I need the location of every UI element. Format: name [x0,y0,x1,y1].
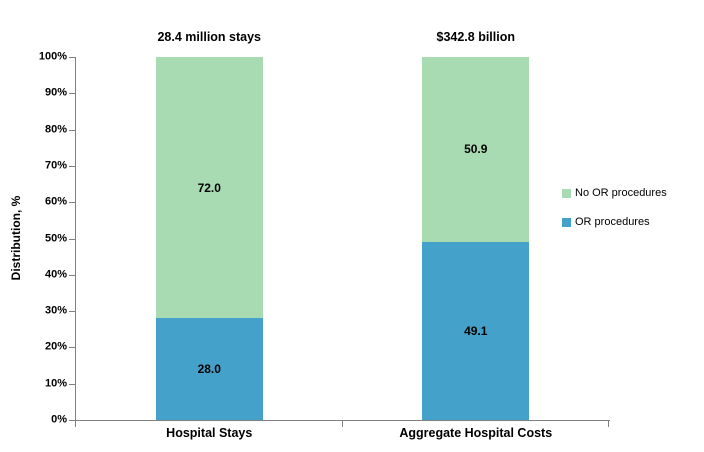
y-tick-label: 0% [51,413,67,426]
legend-item: OR procedures [562,214,667,230]
y-tick-label: 40% [44,268,67,281]
bar-segment-or-procedures: 49.1 [422,241,530,420]
bar-column: 28.4 million stays 28.0 72.0 Hospital Stays [155,30,263,440]
y-tick-label: 10% [44,377,67,390]
bar-segment-no-or-procedures: 50.9 [422,57,530,242]
bar-segment-or-procedures: 28.0 [155,318,263,420]
y-tick-label: 90% [44,86,67,99]
y-tick-mark [69,274,75,276]
legend-swatch [562,217,571,227]
bar-value-label: 72.0 [197,180,221,195]
x-axis-tick [341,421,343,427]
y-tick-label: 30% [44,304,67,317]
y-tick-mark [69,129,75,131]
y-tick-mark [69,202,75,204]
legend-label: No OR procedures [575,187,667,199]
bar-value-label: 49.1 [464,323,488,338]
bar-annotation: 28.4 million stays [157,30,262,44]
y-tick-mark [69,383,75,385]
y-tick-mark [69,347,75,349]
y-tick-mark [69,165,75,167]
y-tick-label: 70% [44,159,67,172]
bar-annotation: $342.8 billion [436,30,516,44]
bar-value-label: 28.0 [197,362,221,377]
x-axis-tick [608,421,609,427]
y-tick-mark [69,57,75,58]
y-tick-label: 80% [44,123,67,136]
y-tick-label: 100% [38,50,67,63]
legend: No OR procedures OR procedures [562,185,667,243]
x-category-label: Aggregate Hospital Costs [399,426,553,440]
bar-value-label: 50.9 [464,142,488,157]
y-tick-mark [69,93,75,95]
legend-label: OR procedures [575,216,650,228]
y-tick-mark [69,420,75,421]
y-tick-label: 60% [44,195,67,208]
bar-column: $342.8 billion 49.1 50.9 Aggregate Hospital… [399,30,552,440]
x-axis-tick [75,421,76,427]
y-axis-title: Distribution, % [9,195,23,281]
x-axis-line [75,420,610,421]
y-tick-mark [69,311,75,313]
y-tick-label: 50% [44,232,67,244]
y-axis-line [75,57,76,427]
legend-swatch [562,188,571,198]
bar-segment-no-or-procedures: 72.0 [155,57,263,319]
y-tick-label: 20% [44,340,67,353]
y-tick-mark [69,238,75,240]
legend-item: No OR procedures [562,185,667,201]
x-category-label: Hospital Stays [166,426,253,440]
